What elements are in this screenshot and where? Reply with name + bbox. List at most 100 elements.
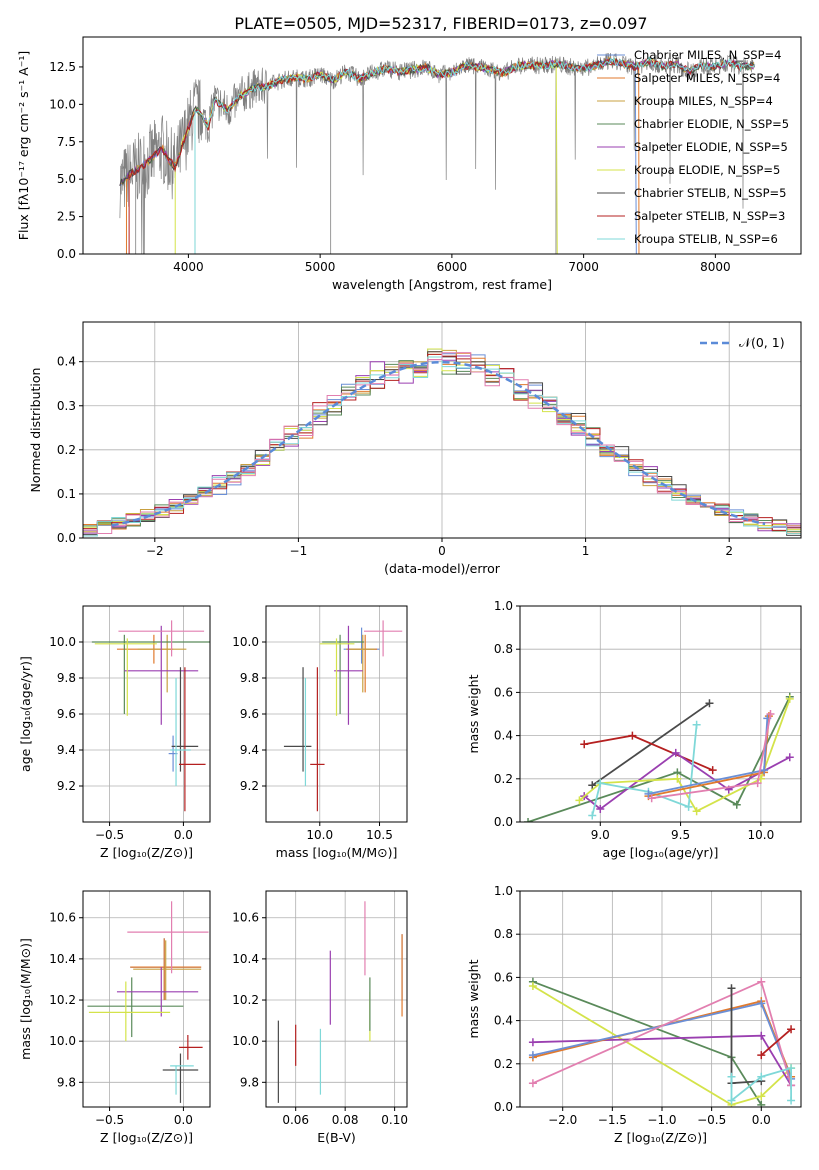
spectrum-panel: 4000 5000 6000 7000 8000 0.0 2.5 5.0 7.5 10.0 12.5… — [16, 36, 802, 292]
residuals-plot-area — [83, 348, 801, 538]
x-axis-label: age [log₁₀(age/yr)] — [603, 845, 719, 860]
axes-frame — [82, 605, 211, 823]
mass-weight-line-kroupa-elodie — [532, 985, 792, 1106]
plus-marker — [644, 789, 653, 798]
plus-marker — [757, 1100, 766, 1107]
x-tick-label: 0.0 — [174, 828, 193, 842]
x-tick-label: −2.0 — [548, 1113, 577, 1127]
x-tick-label: 0.0 — [752, 1113, 771, 1127]
mass_vs_ebv-panel: 0.06 0.08 0.10 9.8 10.0 10.2 10.4 10.6 E(B-V) — [232, 890, 408, 1145]
legend-entry: Salpeter STELIB, N_SSP=3 — [634, 209, 785, 223]
y-tick-label: 12.5 — [49, 60, 76, 74]
plus-marker — [785, 753, 794, 762]
y-axis-label: age [log₁₀(age/yr)] — [18, 656, 33, 772]
y-tick-label: 0.2 — [494, 1057, 513, 1071]
x-tick-label: 5000 — [305, 260, 336, 274]
y-tick-label: 0.4 — [57, 355, 76, 369]
plus-marker — [673, 774, 682, 783]
x-tick-label: −1.0 — [647, 1113, 676, 1127]
plus-marker — [757, 1072, 766, 1081]
plus-marker — [628, 731, 637, 740]
plus-marker — [524, 818, 533, 822]
plus-marker — [596, 805, 605, 814]
plus-marker — [727, 984, 736, 993]
y-tick-label: 10.0 — [49, 1034, 76, 1048]
legend-entry: Kroupa ELODIE, N_SSP=5 — [634, 163, 780, 177]
x-tick-label: 0.08 — [332, 1113, 359, 1127]
x-tick-label: 0 — [438, 544, 446, 558]
age_vs_Z-panel: −0.5 0.0 9.2 9.4 9.6 9.8 10.0 Z [log₁₀(Z/Z⊙)] ag… — [18, 605, 211, 860]
age_vs_mass-panel: 10.0 10.5 9.2 9.4 9.6 9.8 10.0 mass [log₁₀(M/M⊙… — [232, 605, 408, 860]
x-tick-label: −1.5 — [598, 1113, 627, 1127]
spectrum-plot-area — [119, 52, 756, 254]
x-tick-label: −0.5 — [697, 1113, 726, 1127]
x-tick-label: 7000 — [568, 260, 599, 274]
axes-frame — [265, 890, 408, 1108]
x-tick-label: 0.06 — [282, 1113, 309, 1127]
x-tick-label: −2 — [146, 544, 164, 558]
mass_vs_Z-plot-area — [87, 901, 209, 1103]
legend-entry: Salpeter MILES, N_SSP=4 — [634, 71, 780, 85]
axes-frame — [519, 605, 802, 823]
legend-entry: 𝒩(0, 1) — [739, 335, 785, 350]
plus-marker — [757, 977, 766, 986]
plus-marker — [757, 1092, 766, 1101]
y-axis-label: Flux [fλ10⁻¹⁷ erg cm⁻² s⁻¹ A⁻¹] — [16, 51, 31, 240]
axes-frame — [82, 36, 802, 255]
y-tick-label: 0.2 — [57, 443, 76, 457]
legend-entry: Chabrier MILES, N_SSP=4 — [634, 48, 781, 62]
mass-weight-line-chabrier-miles — [648, 718, 769, 795]
plus-marker — [528, 1038, 537, 1047]
y-tick-label: 9.2 — [240, 779, 259, 793]
y-tick-label: 9.6 — [240, 707, 259, 721]
mass-weight-line-pink — [651, 713, 772, 800]
plus-marker — [787, 1025, 796, 1034]
plus-marker — [671, 748, 680, 757]
y-tick-label: 5.0 — [57, 172, 76, 186]
plus-marker — [528, 982, 537, 991]
y-axis-label: mass [log₁₀(M/M⊙)] — [18, 938, 33, 1060]
x-axis-label: (data-model)/error — [384, 561, 501, 576]
mass_weight_vs_Z-plot-area — [528, 977, 796, 1107]
y-tick-label: 0.2 — [494, 772, 513, 786]
mass_vs_ebv-plot-area — [277, 901, 403, 1103]
x-tick-label: 2 — [725, 544, 733, 558]
plus-marker — [785, 694, 794, 703]
age_vs_mass-plot-area — [283, 620, 403, 812]
mass-weight-line-salpeter-stelib — [760, 1028, 792, 1056]
y-tick-label: 0.8 — [494, 927, 513, 941]
y-tick-label: 9.4 — [57, 743, 76, 757]
legend-entry: Chabrier STELIB, N_SSP=5 — [634, 186, 786, 200]
axes-frame — [265, 605, 408, 823]
plus-marker — [596, 779, 605, 788]
axes-frame — [82, 890, 211, 1108]
x-tick-label: 8000 — [700, 260, 731, 274]
x-tick-label: 0.0 — [174, 1113, 193, 1127]
model-salpeter-stelib — [128, 57, 754, 254]
x-tick-label: 9.5 — [671, 828, 690, 842]
y-tick-label: 10.4 — [232, 952, 259, 966]
mass_weight_vs_Z-panel: −2.0 −1.5 −1.0 −0.5 0.0 0.0 0.2 0.4 0.6 0.8 1.0 Z [… — [466, 884, 802, 1145]
mass-weight-line-chabrier-elodie — [532, 980, 763, 1106]
y-tick-label: 0.0 — [494, 815, 513, 829]
x-tick-label: 10.0 — [306, 828, 333, 842]
plus-marker — [647, 794, 656, 803]
plus-marker — [787, 1064, 796, 1073]
model-salpeter-miles — [125, 56, 640, 254]
x-axis-label: E(B-V) — [317, 1130, 356, 1145]
plus-marker — [580, 740, 589, 749]
y-tick-label: 10.0 — [232, 1034, 259, 1048]
mass_vs_Z-panel: −0.5 0.0 9.8 10.0 10.2 10.4 10.6 Z [log₁₀(Z/Z⊙)… — [18, 890, 211, 1145]
plus-marker — [753, 779, 762, 788]
residuals-panel: −2 −1 0 1 2 0.0 0.1 0.2 0.3 0.4 (data-model)/error… — [28, 321, 802, 576]
x-axis-label: wavelength [Angstrom, rest frame] — [332, 277, 552, 292]
y-tick-label: 9.2 — [57, 779, 76, 793]
mass_weight_vs_age-panel: 9.0 9.5 10.0 0.0 0.2 0.4 0.6 0.8 1.0 age [log₁₀(a… — [466, 599, 802, 860]
y-axis-label: mass weight — [466, 674, 481, 753]
y-tick-label: 0.4 — [494, 1014, 513, 1028]
x-tick-label: 10.0 — [747, 828, 774, 842]
plus-marker — [708, 766, 717, 775]
x-axis-label: Z [log₁₀(Z/Z⊙)] — [100, 845, 193, 860]
y-tick-label: 0.1 — [57, 487, 76, 501]
y-tick-label: 0.0 — [494, 1100, 513, 1114]
